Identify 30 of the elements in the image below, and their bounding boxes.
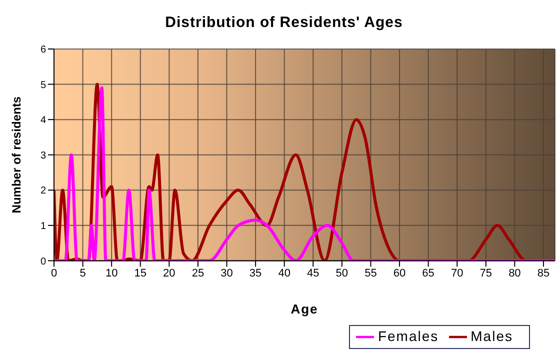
chart-title: Distribution of Residents' Ages <box>164 14 404 31</box>
x-tick-label: 20 <box>163 268 176 280</box>
y-tick-label: 1 <box>40 220 46 232</box>
x-tick-label: 15 <box>134 268 147 280</box>
x-tick-label: 50 <box>336 268 348 280</box>
x-tick-label: 55 <box>364 268 377 280</box>
x-tick-label: 85 <box>537 268 550 280</box>
x-tick-label: 65 <box>422 268 434 280</box>
x-tick-label: 40 <box>278 268 290 280</box>
legend-label: Females <box>378 328 439 344</box>
x-tick-label: 45 <box>307 268 320 280</box>
x-tick-label: 70 <box>450 268 464 280</box>
y-tick-label: 2 <box>40 186 46 197</box>
x-tick-label: 60 <box>393 268 406 280</box>
y-axis-title: Number of residents <box>9 96 24 214</box>
x-tick-label: 80 <box>508 268 521 280</box>
y-tick-label: 4 <box>40 115 46 126</box>
x-tick-label: 25 <box>192 268 204 280</box>
y-tick-label: 3 <box>40 150 46 162</box>
x-tick-label: 0 <box>50 268 58 280</box>
y-tick-label: 6 <box>40 44 46 56</box>
x-tick-label: 5 <box>80 268 86 280</box>
x-tick-label: 30 <box>220 268 233 280</box>
x-tick-label: 10 <box>105 268 118 280</box>
y-tick-label: 0 <box>40 256 46 268</box>
x-tick-label: 35 <box>249 268 262 280</box>
x-tick-label: 75 <box>480 268 492 280</box>
legend-label: Males <box>470 328 513 344</box>
y-tick-label: 5 <box>40 80 46 91</box>
x-axis-title: Age <box>290 302 318 317</box>
